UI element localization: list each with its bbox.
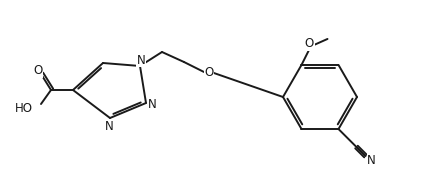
Text: N: N (137, 54, 146, 67)
Text: O: O (205, 67, 214, 80)
Text: O: O (305, 37, 314, 50)
Text: O: O (33, 64, 43, 77)
Text: N: N (148, 98, 156, 111)
Text: N: N (104, 120, 113, 133)
Text: N: N (367, 154, 376, 167)
Text: HO: HO (15, 102, 33, 115)
